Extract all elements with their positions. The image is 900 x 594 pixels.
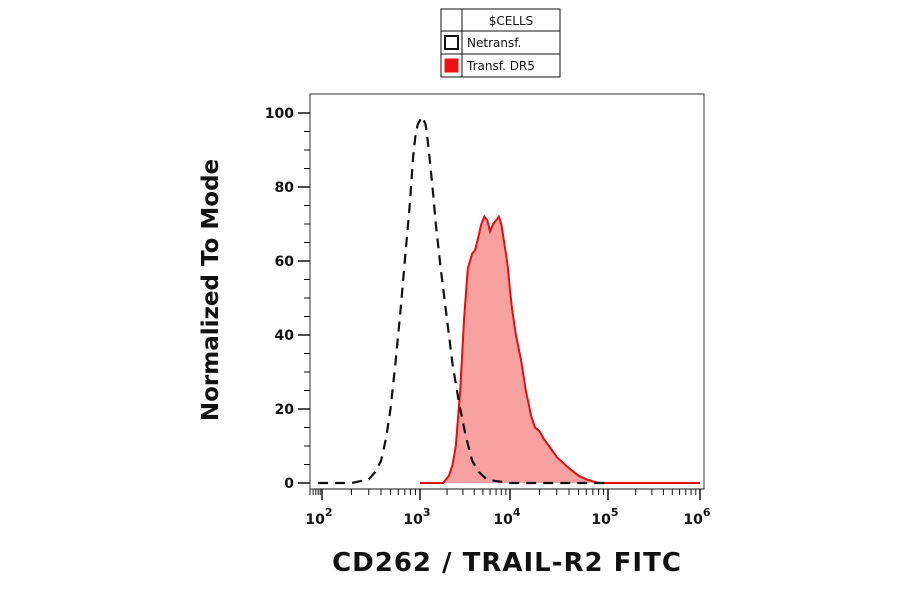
legend: $CELLS Netransf. Transf. DR5 [440,8,561,78]
x-axis: 102 103 104 105 106 [305,488,711,528]
y-axis: 0 20 40 60 80 100 [265,106,310,492]
legend-label-netransf: Netransf. [467,36,521,50]
y-tick-label: 40 [275,328,295,344]
series-line-netransf [318,114,608,485]
x-tick-label: 102 [305,506,332,528]
y-axis-title: Normalized To Mode [198,159,224,421]
series-area-transf-dr5 [420,216,700,483]
y-tick-label: 60 [275,254,295,270]
x-tick-label: 106 [683,506,710,528]
y-tick-label: 20 [275,402,295,418]
y-tick-label: 100 [265,106,294,122]
series-line-transf-dr5 [420,214,700,484]
x-axis-title: CD262 / TRAIL-R2 FITC [332,548,682,578]
x-tick-label: 103 [403,506,430,528]
legend-swatch-transf-dr5 [444,58,459,73]
series-layer [318,114,700,485]
legend-frame [440,8,561,78]
x-tick-label: 104 [493,506,520,528]
legend-label-transf-dr5: Transf. DR5 [466,59,535,73]
y-tick-label: 0 [284,476,294,492]
x-tick-label: 105 [591,506,618,528]
legend-swatch-netransf [444,35,459,50]
y-tick-label: 80 [275,180,295,196]
legend-header: $CELLS [489,14,534,28]
